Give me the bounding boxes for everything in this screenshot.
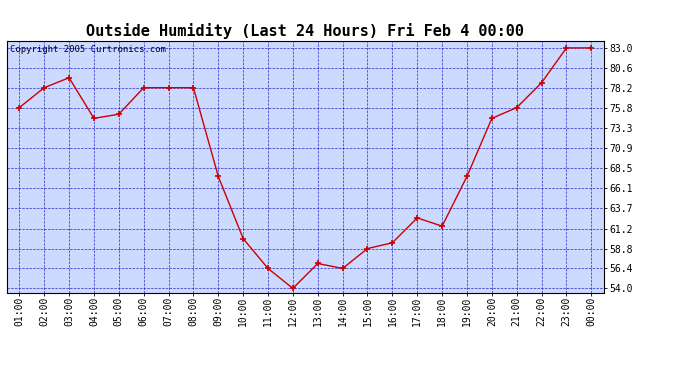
Title: Outside Humidity (Last 24 Hours) Fri Feb 4 00:00: Outside Humidity (Last 24 Hours) Fri Feb… bbox=[86, 23, 524, 39]
Text: Copyright 2005 Curtronics.com: Copyright 2005 Curtronics.com bbox=[10, 45, 166, 54]
